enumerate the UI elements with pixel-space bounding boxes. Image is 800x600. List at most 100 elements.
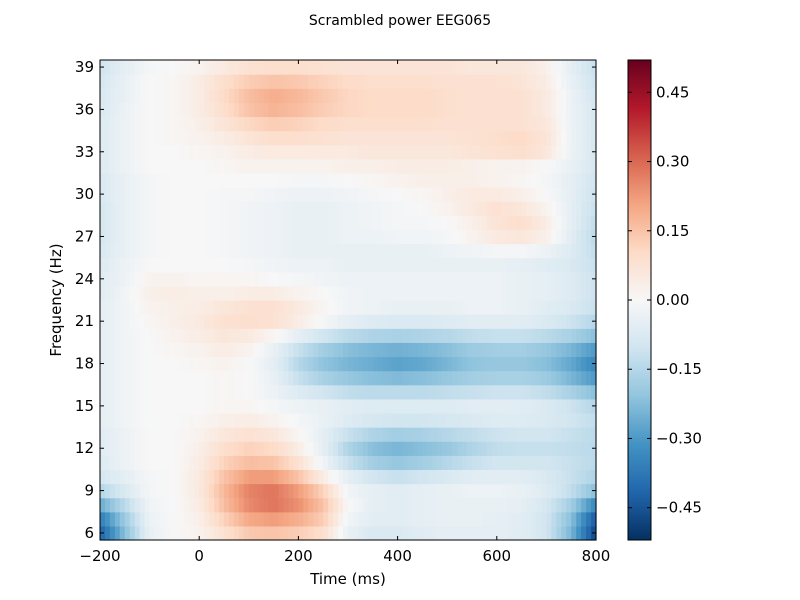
heatmap-cell (164, 497, 171, 513)
heatmap-cell (362, 427, 369, 442)
heatmap-cell (323, 398, 329, 414)
heatmap-cell (581, 130, 587, 146)
heatmap-cell (586, 257, 592, 273)
heatmap-cell (134, 229, 141, 245)
heatmap-cell (119, 328, 126, 343)
heatmap-cell (536, 356, 543, 372)
heatmap-cell (189, 144, 195, 160)
heatmap-cell (422, 314, 428, 329)
heatmap-cell (382, 511, 389, 527)
heatmap-cell (100, 243, 106, 259)
heatmap-cell (328, 130, 334, 146)
heatmap-cell (457, 384, 463, 400)
heatmap-cell (174, 102, 180, 118)
heatmap-cell (273, 511, 280, 527)
heatmap-cell (516, 384, 523, 400)
heatmap-cell (526, 285, 533, 301)
heatmap-cell (109, 384, 116, 400)
heatmap-cell (109, 116, 116, 132)
heatmap-cell (313, 243, 319, 259)
heatmap-cell (407, 384, 414, 400)
heatmap-cell (427, 469, 433, 485)
heatmap-cell (119, 243, 126, 259)
heatmap-cell (323, 328, 329, 343)
heatmap-cell (422, 243, 428, 259)
heatmap-cell (387, 130, 394, 146)
heatmap-cell (253, 314, 260, 329)
heatmap-cell (432, 469, 438, 485)
heatmap-cell (481, 158, 488, 174)
heatmap-cell (362, 187, 369, 202)
heatmap-cell (119, 271, 126, 287)
heatmap-cell (581, 427, 587, 442)
heatmap-cell (561, 172, 567, 188)
heatmap-cell (288, 469, 295, 485)
heatmap-cell (521, 455, 528, 471)
heatmap-cell (253, 257, 260, 273)
heatmap-cell (511, 525, 518, 541)
heatmap-cell (576, 158, 582, 174)
heatmap-cell (308, 116, 314, 132)
heatmap-cell (531, 300, 538, 315)
heatmap-cell (551, 370, 557, 386)
heatmap-cell (476, 384, 483, 400)
heatmap-cell (506, 300, 513, 315)
heatmap-cell (104, 384, 111, 400)
heatmap-cell (228, 441, 235, 456)
heatmap-cell (392, 158, 399, 174)
heatmap-cell (298, 257, 304, 273)
heatmap-cell (571, 74, 577, 89)
heatmap-cell (144, 130, 151, 146)
heatmap-cell (263, 74, 270, 89)
heatmap-cell (432, 441, 438, 456)
heatmap-cell (526, 398, 533, 414)
heatmap-cell (561, 370, 567, 386)
heatmap-cell (199, 370, 205, 386)
heatmap-cell (209, 158, 215, 174)
heatmap-cell (551, 314, 557, 329)
heatmap-cell (546, 88, 552, 103)
heatmap-cell (154, 172, 161, 188)
heatmap-cell (536, 328, 543, 343)
heatmap-cell (511, 144, 518, 160)
heatmap-cell (472, 116, 478, 132)
heatmap-cell (348, 187, 354, 202)
heatmap-cell (447, 60, 453, 75)
heatmap-cell (496, 144, 503, 160)
y-tick-label: 27 (75, 227, 94, 245)
heatmap-cell (348, 74, 354, 89)
heatmap-cell (382, 469, 389, 485)
heatmap-cell (338, 525, 344, 541)
heatmap-cell (119, 187, 126, 202)
heatmap-cell (313, 102, 319, 118)
heatmap-cell (432, 398, 438, 414)
heatmap-cell (521, 229, 528, 245)
heatmap-cell (506, 427, 513, 442)
heatmap-cell (397, 102, 404, 118)
heatmap-cell (164, 455, 171, 471)
heatmap-cell (298, 469, 304, 485)
heatmap-cell (432, 215, 438, 231)
heatmap-cell (278, 271, 285, 287)
heatmap-cell (179, 356, 185, 372)
heatmap-cell (392, 229, 399, 245)
heatmap-cell (224, 271, 230, 287)
heatmap-cell (169, 201, 175, 216)
heatmap-cell (159, 158, 166, 174)
heatmap-cell (452, 243, 458, 259)
heatmap-cell (313, 356, 319, 372)
heatmap-cell (501, 483, 508, 499)
heatmap-cell (253, 384, 260, 400)
heatmap-cell (283, 60, 290, 75)
heatmap-cell (288, 130, 295, 146)
heatmap-cell (159, 398, 166, 414)
heatmap-cell (303, 130, 309, 146)
heatmap-cell (338, 158, 344, 174)
heatmap-cell (338, 187, 344, 202)
heatmap-cell (377, 356, 384, 372)
heatmap-cell (149, 525, 156, 541)
heatmap-cell (144, 483, 151, 499)
heatmap-cell (189, 229, 195, 245)
heatmap-cell (501, 187, 508, 202)
heatmap-cell (511, 116, 518, 132)
